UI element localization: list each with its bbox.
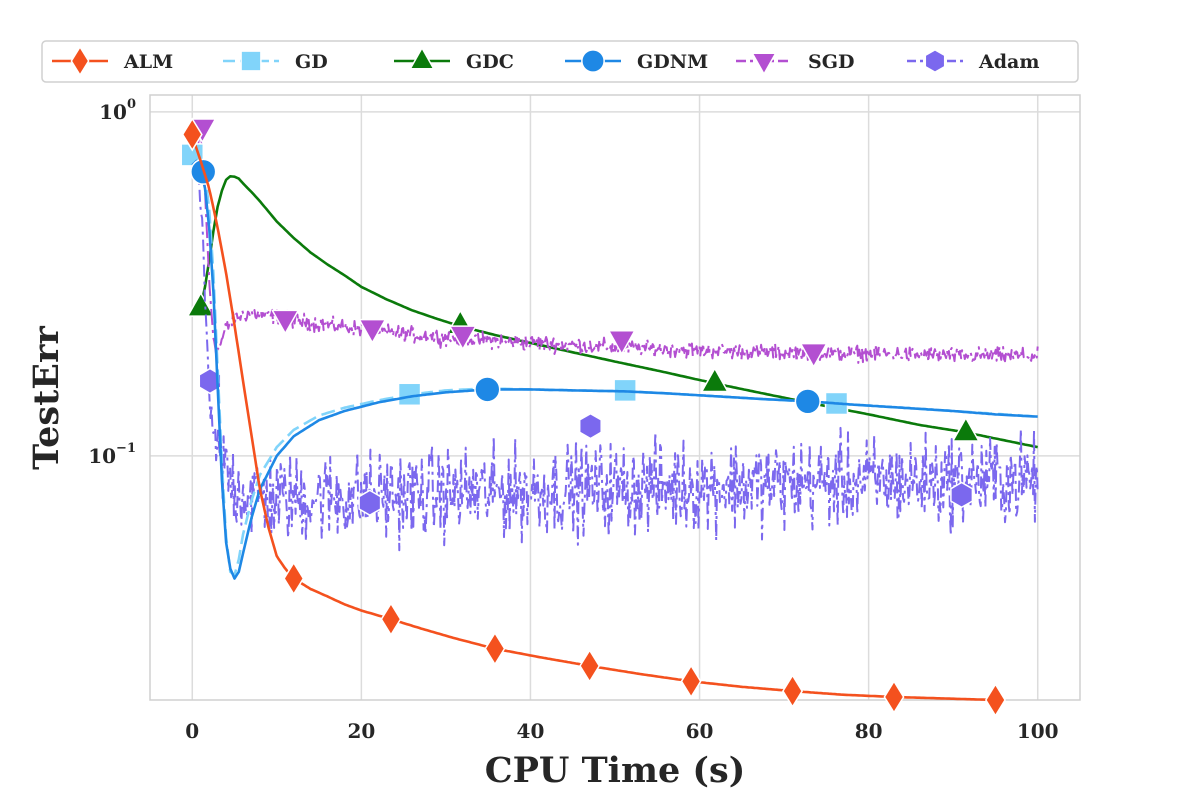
data-point-sgd <box>358 318 387 345</box>
series-alm <box>181 117 1006 718</box>
x-tick-label: 60 <box>686 719 714 743</box>
series-gdc <box>186 175 1038 449</box>
data-point-sgd <box>271 309 300 335</box>
x-tick-label: 0 <box>185 719 199 743</box>
data-point-adam <box>578 412 602 440</box>
data-point-adam <box>198 367 222 395</box>
plot-area-frame <box>149 94 1081 701</box>
series-line-gd <box>191 153 1038 577</box>
series-line-sgd <box>195 129 1039 365</box>
data-point-alm <box>484 631 506 666</box>
data-point-gdc <box>186 291 215 317</box>
series-gdnm <box>190 158 1038 580</box>
legend-box <box>41 40 1079 83</box>
legend-marker-adam <box>924 48 946 74</box>
legend-marker-sgd <box>751 52 777 76</box>
data-point-alm <box>782 674 804 709</box>
series-line-gdnm <box>191 159 1038 580</box>
data-point-alm <box>984 682 1006 718</box>
y-tick-base: 10 <box>99 100 127 124</box>
data-point-sgd <box>607 330 637 356</box>
x-tick-label: 20 <box>347 719 375 743</box>
legend-marker-gdnm <box>581 49 605 73</box>
x-axis-title: CPU Time (s) <box>485 750 746 791</box>
x-tick-label: 100 <box>1017 719 1059 743</box>
series-layer <box>180 117 1039 718</box>
legend-entry-gdc: GDC <box>394 46 514 73</box>
y-tick-base: 10 <box>88 444 116 468</box>
data-point-alm <box>680 664 702 699</box>
data-point-gdc <box>951 416 981 442</box>
legend-entry-gd: GD <box>223 50 328 73</box>
series-line-adam <box>196 168 1039 552</box>
x-tick-labels: 0 20 40 60 80 100 <box>185 719 1058 743</box>
legend-label-adam: Adam <box>978 51 1039 73</box>
legend-marker-gdc <box>409 46 435 70</box>
data-point-gd <box>397 382 422 407</box>
legend-marker-gd <box>240 50 262 72</box>
legend-marker-alm <box>70 45 90 77</box>
legend: ALM GD GDC GDNM SGD Adam <box>41 40 1079 83</box>
data-point-adam <box>358 489 382 517</box>
legend-label-gdnm: GDNM <box>637 51 708 73</box>
y-axis-title: TestErr <box>26 326 67 470</box>
data-point-gdc <box>700 366 730 393</box>
series-adam <box>196 168 1039 552</box>
series-line-gdc <box>192 175 1038 449</box>
data-point-gdnm <box>794 388 821 415</box>
y-tick-exponent: 0 <box>127 97 136 112</box>
legend-label-sgd: SGD <box>808 51 854 73</box>
x-tick-label: 80 <box>855 719 883 743</box>
legend-label-alm: ALM <box>123 51 173 73</box>
y-tick-label: 100 <box>99 97 136 124</box>
y-tick-label: 10−1 <box>88 441 136 468</box>
data-point-alm <box>380 602 402 637</box>
grid-layer <box>150 95 1080 700</box>
data-point-adam <box>950 481 974 509</box>
x-tick-label: 40 <box>517 719 545 743</box>
legend-label-gd: GD <box>295 51 328 73</box>
legend-entry-gdnm: GDNM <box>565 49 708 73</box>
y-tick-exponent: −1 <box>116 441 136 456</box>
data-point-alm <box>181 117 203 152</box>
legend-entry-sgd: SGD <box>736 51 854 76</box>
legend-entry-alm: ALM <box>52 45 173 77</box>
data-point-alm <box>579 648 601 683</box>
legend-entry-adam: Adam <box>907 48 1039 74</box>
data-point-alm <box>883 679 905 714</box>
legend-label-gdc: GDC <box>466 51 514 73</box>
data-point-sgd <box>448 325 478 351</box>
data-point-gdnm <box>474 376 501 403</box>
data-point-sgd <box>799 342 828 369</box>
data-point-alm <box>283 561 305 596</box>
series-sgd <box>188 118 1039 369</box>
